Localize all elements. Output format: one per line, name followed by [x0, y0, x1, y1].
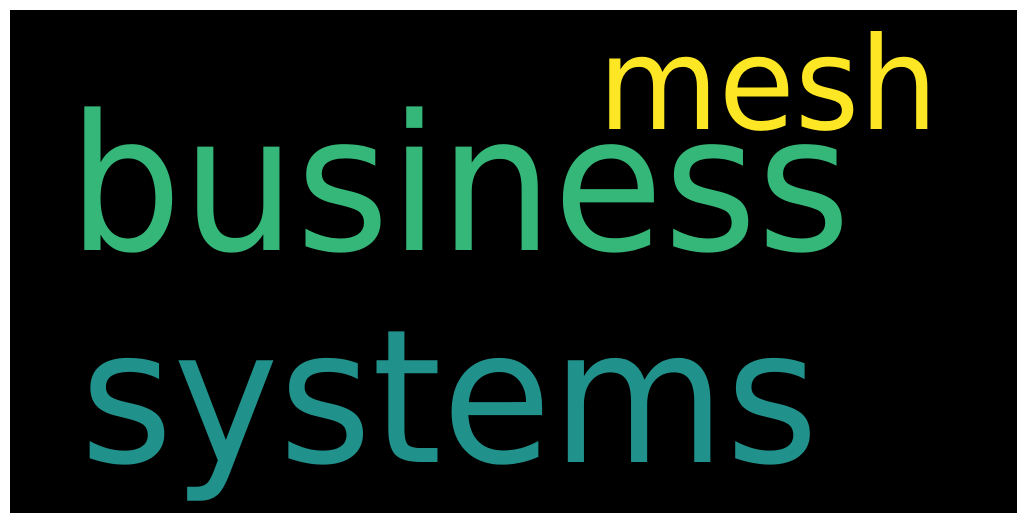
word-cloud-canvas: business systems mesh [10, 10, 1017, 513]
word-systems: systems [80, 289, 819, 506]
word-mesh: mesh [598, 10, 938, 160]
word-business: business [68, 75, 851, 295]
